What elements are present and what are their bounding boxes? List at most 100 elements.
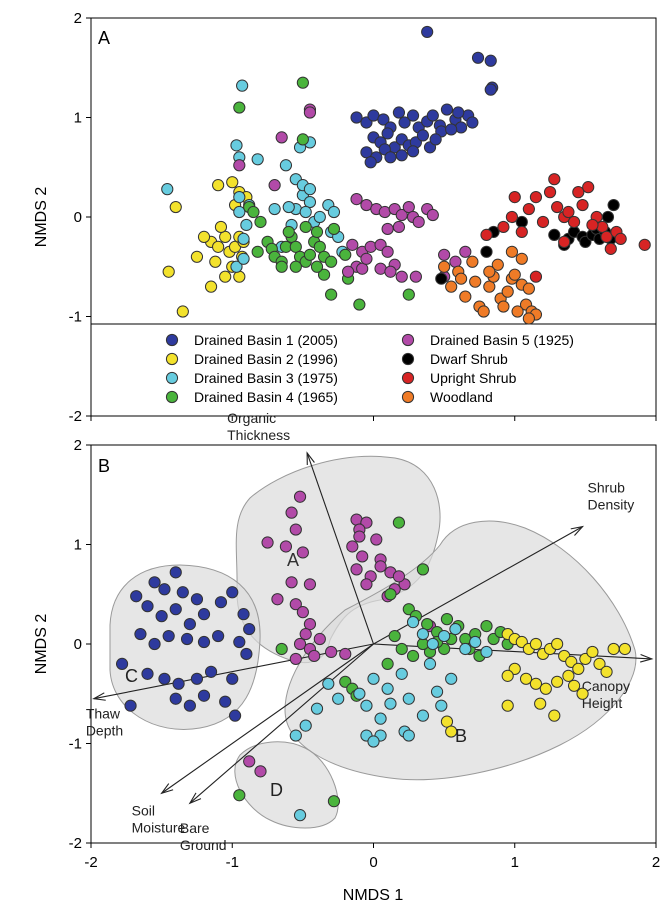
data-point bbox=[353, 687, 366, 700]
vector-arrowhead bbox=[160, 783, 174, 795]
data-point bbox=[406, 145, 420, 158]
legend-item-upright-shrub: Upright Shrub bbox=[401, 370, 517, 386]
data-point bbox=[406, 616, 420, 629]
data-point bbox=[505, 245, 519, 258]
data-point bbox=[406, 649, 420, 663]
data-point bbox=[148, 576, 161, 589]
data-point bbox=[332, 692, 345, 705]
data-point bbox=[212, 179, 225, 192]
data-point bbox=[381, 245, 394, 258]
data-point bbox=[214, 220, 228, 234]
panel-a-series-woodland bbox=[438, 245, 543, 325]
data-point bbox=[377, 113, 390, 126]
data-point bbox=[296, 76, 309, 89]
data-point bbox=[600, 230, 613, 243]
data-point bbox=[346, 540, 359, 553]
data-point bbox=[350, 192, 363, 206]
data-point bbox=[233, 635, 246, 649]
data-point bbox=[469, 635, 482, 649]
data-point bbox=[416, 563, 430, 576]
data-point bbox=[484, 83, 497, 96]
vector-soil-moisture: Soil Moisture bbox=[132, 643, 374, 835]
data-point bbox=[251, 153, 264, 166]
legend-item-drained-basin-4-1965: Drained Basin 4 (1965) bbox=[165, 389, 338, 405]
data-point bbox=[254, 765, 267, 778]
data-point bbox=[497, 300, 510, 313]
data-point bbox=[508, 268, 521, 281]
data-point bbox=[381, 222, 394, 236]
data-point bbox=[381, 127, 394, 140]
data-point bbox=[148, 637, 161, 651]
data-point bbox=[374, 712, 387, 725]
data-point bbox=[226, 176, 239, 189]
data-point bbox=[212, 629, 225, 643]
data-point bbox=[289, 652, 302, 666]
vector-arrowhead bbox=[640, 654, 654, 663]
data-point bbox=[162, 265, 175, 278]
data-point bbox=[237, 608, 250, 621]
data-point bbox=[459, 290, 472, 303]
cluster-label-b: B bbox=[455, 726, 467, 746]
data-point bbox=[562, 669, 575, 682]
data-point bbox=[445, 672, 458, 685]
data-point bbox=[412, 215, 425, 229]
cluster-label-a: A bbox=[287, 550, 299, 570]
data-point bbox=[491, 258, 504, 271]
data-point bbox=[384, 151, 397, 164]
data-point bbox=[600, 665, 613, 678]
vector-label: Bare Ground bbox=[180, 820, 227, 853]
data-point bbox=[402, 692, 415, 705]
panel-b-axes: -2 -1 0 1 2 -2 -1 0 1 2 bbox=[69, 437, 661, 871]
data-point bbox=[303, 578, 317, 591]
legend-marker bbox=[401, 333, 415, 347]
data-point bbox=[469, 275, 482, 288]
data-point bbox=[508, 191, 521, 204]
data-point bbox=[543, 186, 557, 199]
data-point bbox=[367, 735, 380, 748]
legend-item-dwarf-shrub: Dwarf Shrub bbox=[401, 351, 508, 367]
data-point bbox=[392, 220, 406, 234]
data-point bbox=[402, 729, 415, 742]
data-point bbox=[364, 156, 377, 169]
data-point bbox=[586, 218, 599, 232]
data-point bbox=[124, 699, 137, 712]
data-point bbox=[604, 242, 617, 255]
data-point bbox=[237, 232, 250, 245]
data-point bbox=[236, 79, 249, 92]
data-point bbox=[607, 642, 620, 656]
data-point bbox=[392, 106, 406, 119]
data-point bbox=[197, 230, 211, 243]
data-point bbox=[233, 101, 246, 114]
data-point bbox=[576, 687, 589, 700]
data-point bbox=[212, 240, 225, 253]
data-point bbox=[402, 288, 415, 301]
data-point bbox=[271, 593, 284, 606]
panel-a-series-drained-basin-5-1925 bbox=[233, 103, 472, 283]
vector-label: Shrub Density bbox=[588, 480, 635, 513]
data-point bbox=[497, 220, 510, 234]
data-point bbox=[325, 288, 338, 301]
data-point bbox=[522, 202, 535, 216]
panel-b-series-drained-basin-2-1996 bbox=[440, 627, 632, 738]
data-point bbox=[219, 270, 232, 283]
panel-b-series-drained-basin-3-1975 bbox=[289, 616, 493, 822]
data-point bbox=[350, 111, 363, 124]
legend-label: Upright Shrub bbox=[430, 370, 517, 386]
data-point bbox=[529, 191, 543, 204]
legend-marker bbox=[401, 371, 415, 385]
data-point bbox=[240, 647, 253, 661]
panel-a-y-tick-label: 0 bbox=[74, 209, 82, 226]
data-point bbox=[296, 546, 309, 559]
cluster-label-d: D bbox=[270, 780, 283, 800]
data-point bbox=[240, 218, 253, 232]
data-point bbox=[392, 516, 406, 529]
data-point bbox=[551, 637, 564, 651]
vector-label: Thaw Depth bbox=[86, 706, 123, 739]
data-point bbox=[190, 593, 204, 606]
data-point bbox=[529, 637, 543, 651]
data-point bbox=[558, 235, 571, 248]
data-point bbox=[459, 245, 472, 258]
legend-marker bbox=[401, 352, 415, 366]
data-point bbox=[562, 205, 575, 219]
